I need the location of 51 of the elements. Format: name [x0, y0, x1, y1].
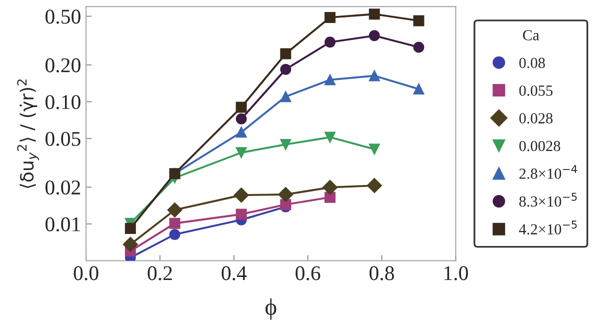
point: [280, 48, 292, 60]
y-tick-label: 0.01: [46, 217, 80, 232]
point: [368, 8, 380, 20]
point: [322, 180, 338, 195]
x-axis-title: ϕ: [265, 298, 276, 320]
point: [122, 236, 138, 252]
point: [368, 70, 380, 82]
point: [169, 218, 180, 229]
y-tick-label: 0.02: [46, 180, 80, 195]
x-tick-label: 0.2: [148, 266, 172, 280]
point: [280, 64, 292, 75]
x-tick-label: 0.8: [370, 266, 394, 280]
point: [324, 132, 336, 143]
legend-label: 0.055: [519, 85, 553, 96]
point: [167, 202, 182, 218]
legend-label: 8.3×10$^{−5}$: [519, 192, 577, 207]
point: [324, 36, 336, 48]
x-tick-label: 0.0: [74, 266, 98, 280]
point: [413, 15, 424, 26]
point: [234, 188, 249, 203]
point: [368, 144, 380, 155]
point: [324, 74, 336, 86]
point: [169, 228, 180, 240]
legend-label: 4.2×10$^{−5}$: [519, 220, 577, 235]
point: [236, 126, 247, 138]
point: [278, 187, 294, 202]
y-tick-label: 0.10: [46, 95, 80, 110]
point: [280, 91, 292, 102]
point: [324, 12, 336, 23]
y-axis-title: ⟨δu$_{y}$$^{2}$⟩ / (γ̇r)$^{2}$: [17, 79, 40, 188]
legend-label: 0.028: [519, 113, 553, 124]
x-tick-label: 1.0: [444, 266, 468, 280]
point: [366, 178, 382, 194]
point: [280, 138, 292, 150]
point: [236, 113, 247, 124]
point: [324, 192, 336, 203]
legend-label: 0.0028: [519, 140, 560, 152]
legend-title: Ca: [523, 30, 540, 40]
y-tick-label: 0.20: [46, 58, 80, 72]
point: [368, 30, 380, 42]
legend-label: 2.8×10$^{−4}$: [519, 165, 578, 179]
point: [413, 84, 424, 94]
point: [236, 208, 247, 220]
x-tick-label: 0.6: [296, 266, 320, 280]
legend-label: 0.08: [519, 58, 545, 68]
y-tick-label: 0.50: [46, 10, 80, 24]
point: [236, 102, 247, 113]
x-tick-label: 0.4: [222, 266, 247, 280]
point: [236, 147, 247, 158]
y-tick-label: 0.05: [46, 132, 80, 146]
point: [413, 42, 424, 53]
